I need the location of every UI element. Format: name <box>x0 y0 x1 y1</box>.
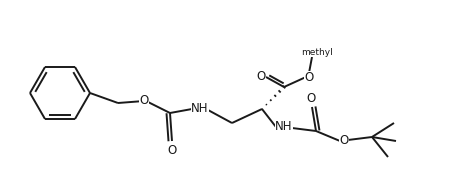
Text: methyl: methyl <box>301 47 333 56</box>
Text: O: O <box>306 93 316 105</box>
Text: O: O <box>139 94 149 108</box>
Text: NH: NH <box>275 121 293 133</box>
Text: O: O <box>256 69 266 83</box>
Text: O: O <box>305 71 314 83</box>
Text: NH: NH <box>191 103 209 116</box>
Text: O: O <box>339 135 349 148</box>
Text: O: O <box>167 143 177 157</box>
